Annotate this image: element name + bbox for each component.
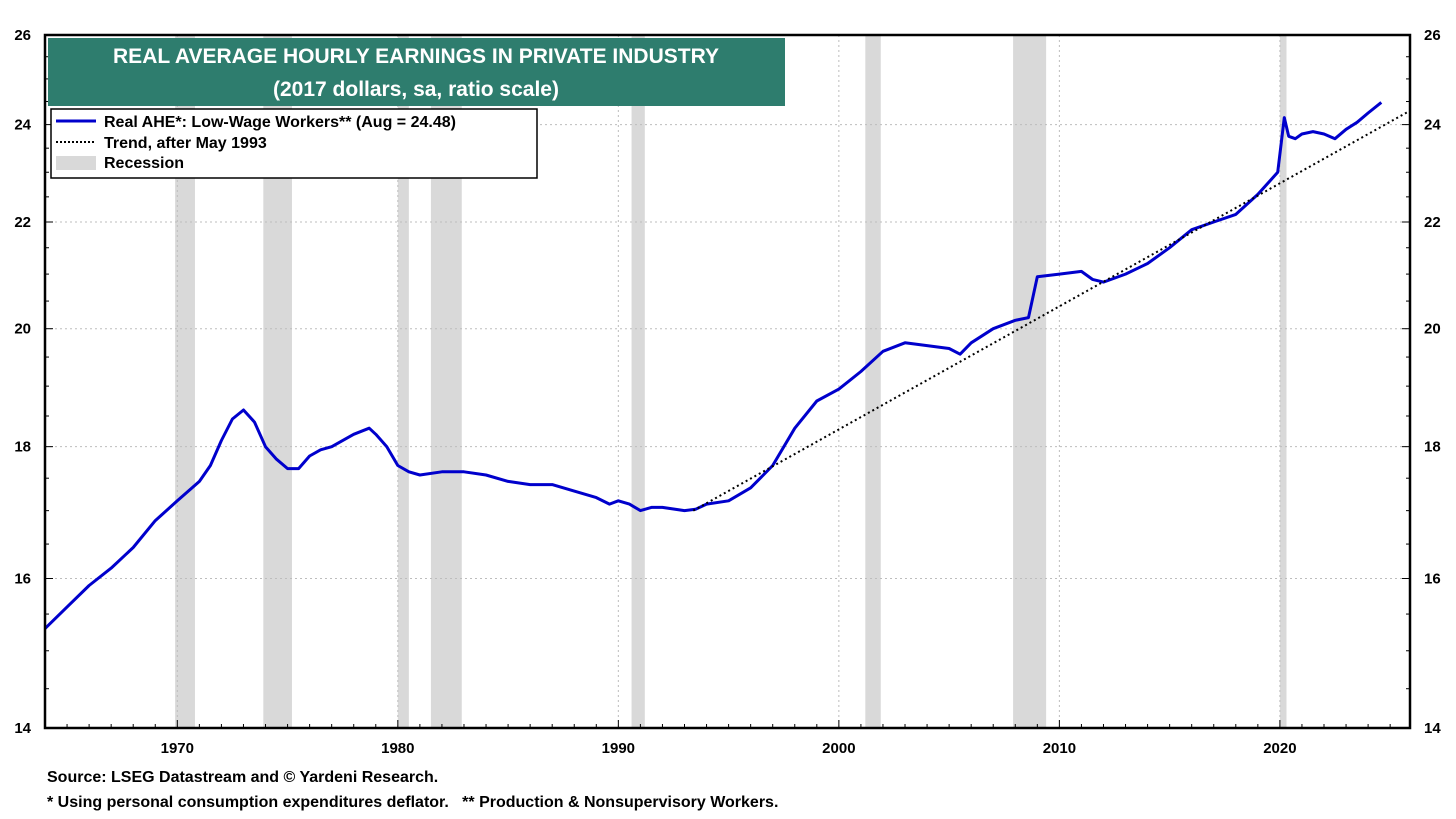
x-tick-label-2010: 2010 (1043, 740, 1076, 757)
footnote: * Using personal consumption expenditure… (47, 794, 779, 811)
source-note: Source: LSEG Datastream and © Yardeni Re… (47, 769, 439, 786)
recession-band-7 (1279, 35, 1287, 728)
x-tick-label-1970: 1970 (161, 740, 194, 757)
y-tick-label-left-18: 18 (14, 439, 31, 456)
x-tick-label-2000: 2000 (822, 740, 855, 757)
legend-label-recession: Recession (104, 155, 184, 172)
y-tick-label-left-16: 16 (14, 571, 31, 588)
legend-box (50, 108, 538, 179)
trend-line (692, 109, 1411, 512)
chart-subtitle: (2017 dollars, sa, ratio scale) (273, 78, 559, 101)
recession-band-5 (865, 35, 881, 728)
y-tick-label-right-26: 26 (1424, 27, 1441, 44)
y-tick-label-right-24: 24 (1424, 117, 1441, 134)
title-box (48, 38, 785, 106)
recession-band-0 (175, 35, 195, 728)
series-lines (43, 101, 1411, 630)
series-line-ahe (43, 101, 1383, 630)
legend-label-trend: Trend, after May 1993 (104, 135, 267, 152)
recession-band-2 (397, 35, 409, 728)
x-tick-label-1980: 1980 (381, 740, 414, 757)
x-tick-label-1990: 1990 (602, 740, 635, 757)
y-tick-label-right-20: 20 (1424, 321, 1441, 338)
chart-title: REAL AVERAGE HOURLY EARNINGS IN PRIVATE … (113, 45, 719, 68)
y-tick-label-right-22: 22 (1424, 214, 1441, 231)
y-tick-label-right-16: 16 (1424, 571, 1441, 588)
legend: Real AHE*: Low-Wage Workers** (Aug = 24.… (50, 108, 538, 179)
recession-band-4 (631, 35, 645, 728)
legend-label-series: Real AHE*: Low-Wage Workers** (Aug = 24.… (104, 114, 456, 131)
plot-frame (43, 33, 1412, 730)
y-tick-label-right-18: 18 (1424, 439, 1441, 456)
y-tick-label-left-22: 22 (14, 214, 31, 231)
y-tick-label-left-26: 26 (14, 27, 31, 44)
legend-swatch-recession (56, 156, 96, 170)
y-tick-label-left-24: 24 (14, 117, 31, 134)
y-tick-label-right-14: 14 (1424, 720, 1441, 737)
recession-band-6 (1013, 35, 1047, 728)
y-tick-label-left-20: 20 (14, 321, 31, 338)
y-tick-label-left-14: 14 (14, 720, 31, 737)
x-tick-label-2020: 2020 (1263, 740, 1296, 757)
